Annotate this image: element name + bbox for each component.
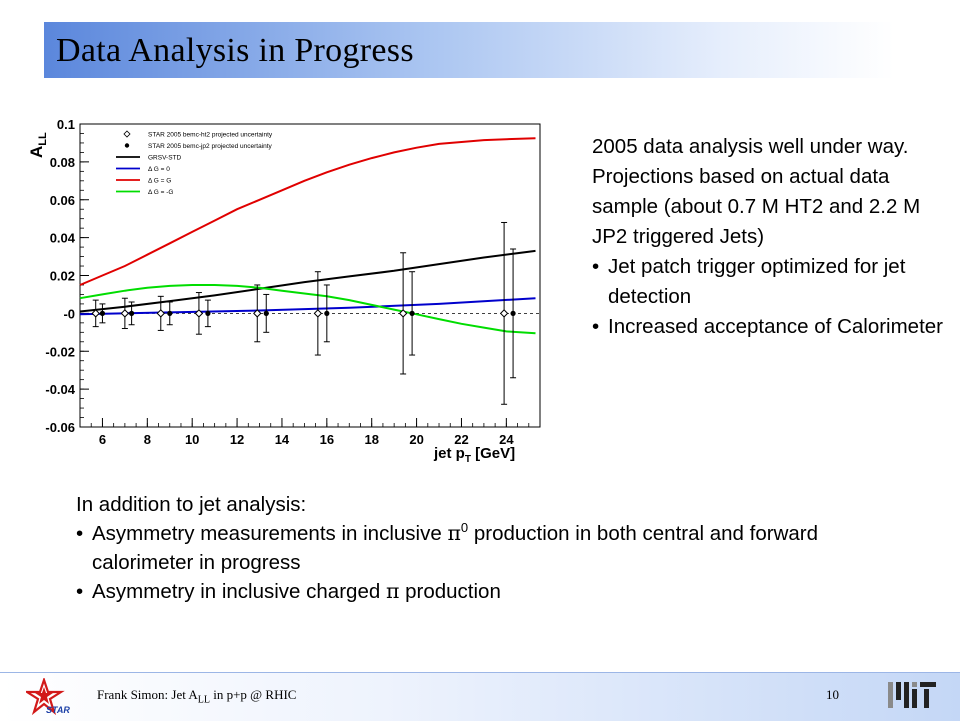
y-tick-label: 0.08 xyxy=(50,155,75,170)
title-bar: Data Analysis in Progress xyxy=(44,22,894,78)
data-point-jp2 xyxy=(205,310,211,316)
data-point-ht2 xyxy=(499,309,509,318)
data-point-ht2 xyxy=(156,309,165,318)
x-tick-label: 6 xyxy=(99,432,106,447)
bullet-item: • Jet patch trigger optimized for jet de… xyxy=(592,252,952,312)
x-tick-label: 20 xyxy=(409,432,423,447)
data-point-jp2 xyxy=(263,310,269,316)
x-tick-label: 10 xyxy=(185,432,199,447)
pi-symbol: π xyxy=(447,521,461,545)
y-tick-label: 0.1 xyxy=(57,117,75,132)
bullet-dot: • xyxy=(76,522,84,545)
legend-label: Δ G = 0 xyxy=(148,166,170,173)
data-point-jp2 xyxy=(99,310,106,316)
y-tick-label: -0.06 xyxy=(45,420,75,435)
mit-logo-icon xyxy=(888,682,936,708)
bullet-item: • Asymmetry in inclusive charged π produ… xyxy=(76,577,876,606)
y-tick-label: 0.02 xyxy=(50,269,75,284)
x-tick-label: 12 xyxy=(230,432,244,447)
y-axis-label: ALL xyxy=(27,132,49,158)
data-point-ht2 xyxy=(253,309,262,318)
y-tick-label: -0.02 xyxy=(45,344,75,359)
x-axis-label: jet pT [GeV] xyxy=(433,445,515,464)
bullet-item: • Increased acceptance of Calorimeter xyxy=(592,312,952,342)
bullet-text-charged-pi: Asymmetry in inclusive charged π product… xyxy=(92,577,501,606)
y-tick-label: 0.06 xyxy=(50,193,75,208)
bullet-item: • Asymmetry measurements in inclusive π0… xyxy=(76,519,876,577)
x-tick-label: 16 xyxy=(320,432,334,447)
right-text-block: 2005 data analysis well under way. Proje… xyxy=(592,132,952,342)
text-run: Asymmetry measurements in inclusive xyxy=(92,522,448,545)
x-tick-label: 24 xyxy=(499,432,514,447)
bullet-text-pi0: Asymmetry measurements in inclusive π0 p… xyxy=(92,519,876,577)
y-tick-label: -0 xyxy=(63,306,75,321)
pi-symbol: π xyxy=(385,579,400,603)
data-point-jp2 xyxy=(324,310,330,316)
bottom-intro: In addition to jet analysis: xyxy=(76,493,307,516)
data-point-jp2 xyxy=(409,310,415,316)
pi-superscript: 0 xyxy=(460,520,469,536)
legend-label: Δ G = -G xyxy=(148,189,173,196)
data-point-jp2 xyxy=(129,310,135,316)
data-point-jp2 xyxy=(510,310,516,316)
footer: Frank Simon: Jet ALL in p+p @ RHIC 10 xyxy=(0,672,960,721)
legend-marker xyxy=(124,143,130,148)
text-run: Asymmetry in inclusive charged xyxy=(92,580,386,603)
slide-title: Data Analysis in Progress xyxy=(56,32,414,69)
x-tick-label: 18 xyxy=(364,432,378,447)
plot-frame xyxy=(79,123,541,428)
bullet-text-acceptance: Increased acceptance of Calorimeter xyxy=(608,315,944,338)
analysis-paragraph: 2005 data analysis well under way. Proje… xyxy=(592,135,921,248)
y-tick-label: 0.04 xyxy=(50,231,76,246)
bullet-dot: • xyxy=(76,580,84,603)
star-logo-text: STAR xyxy=(46,705,70,715)
bullet-text-trigger: Jet patch trigger optimized for jet dete… xyxy=(608,255,906,308)
data-point-ht2 xyxy=(91,309,100,318)
bullet-dot: • xyxy=(592,315,600,338)
legend-label: STAR 2005 bemc-ht2 projected uncertainty xyxy=(148,132,273,139)
text-run: Frank Simon: Jet A xyxy=(97,687,198,702)
page-number: 10 xyxy=(826,687,839,702)
data-point-ht2 xyxy=(120,309,130,318)
text-run: in p+p @ RHIC xyxy=(209,687,297,702)
x-tick-label: 8 xyxy=(144,432,151,447)
legend-label: STAR 2005 bemc-jp2 projected uncertainty xyxy=(148,143,273,150)
data-point-ht2 xyxy=(194,309,204,318)
subscript: LL xyxy=(197,694,210,706)
legend-label: GRSV-STD xyxy=(148,155,182,162)
curve-grsv-std xyxy=(79,249,536,313)
x-tick-label: 22 xyxy=(454,432,468,447)
y-tick-label: -0.04 xyxy=(45,382,75,397)
asymmetry-chart: -0.06 -0.04 -0.02 -0 0.02 0.04 0.06 0.08 0.1 6 8 10… xyxy=(27,117,541,464)
text-run: production xyxy=(399,580,501,603)
star-logo-icon: STAR xyxy=(26,678,70,716)
text-run: production in both central and forward c… xyxy=(92,522,819,574)
footer-text: Frank Simon: Jet ALL in p+p @ RHIC xyxy=(97,687,297,706)
data-point-ht2 xyxy=(398,309,408,318)
curve--g-0 xyxy=(79,297,536,316)
data-point-ht2 xyxy=(313,309,323,318)
data-point-jp2 xyxy=(167,310,173,316)
bottom-text-block: In addition to jet analysis: • Asymmetry… xyxy=(76,490,876,606)
legend-marker xyxy=(123,130,131,138)
legend-label: Δ G = G xyxy=(148,178,171,185)
curve--g-g xyxy=(79,284,536,335)
curve--g-g xyxy=(79,137,536,286)
x-tick-label: 14 xyxy=(275,432,290,447)
bullet-dot: • xyxy=(592,255,600,278)
